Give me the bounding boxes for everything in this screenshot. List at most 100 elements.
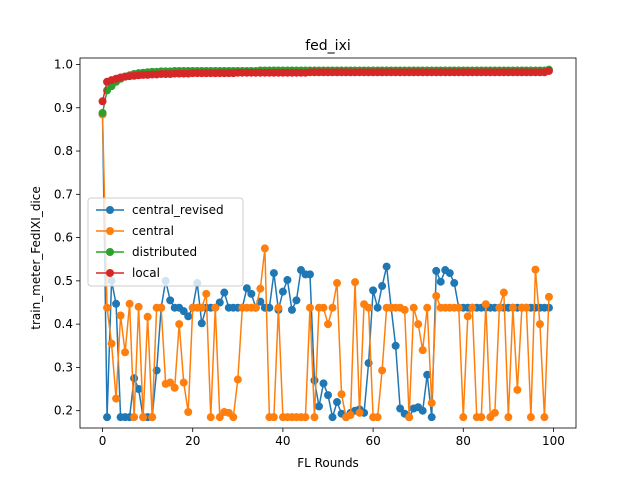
data-point-central xyxy=(481,300,490,309)
x-tick-label: 0 xyxy=(99,434,107,448)
data-point-central xyxy=(175,320,184,329)
legend-marker xyxy=(106,269,114,277)
data-point-central_revised xyxy=(166,296,175,305)
data-point-central_revised xyxy=(450,279,459,288)
data-point-central xyxy=(319,303,328,312)
data-point-central_revised xyxy=(265,303,274,312)
data-point-central xyxy=(526,413,535,422)
x-tick-label: 20 xyxy=(185,434,200,448)
data-point-central xyxy=(468,303,477,312)
data-point-central xyxy=(184,407,193,416)
data-point-central xyxy=(130,413,139,422)
data-point-central_revised xyxy=(215,298,224,307)
data-point-central_revised xyxy=(328,413,337,422)
data-point-central xyxy=(215,413,224,422)
data-point-local xyxy=(544,66,553,75)
data-point-central xyxy=(513,385,522,394)
data-point-central_revised xyxy=(112,299,121,308)
y-tick-label: 0.8 xyxy=(54,144,73,158)
data-point-central xyxy=(346,411,355,420)
chart-title: fed_ixi xyxy=(305,38,351,54)
x-axis: 0 20 40 60 80 100 xyxy=(99,428,565,448)
data-point-central_revised xyxy=(314,402,323,411)
data-point-central_revised xyxy=(305,270,314,279)
y-tick-label: 0.2 xyxy=(54,404,73,418)
x-tick-label: 60 xyxy=(365,434,380,448)
data-point-central xyxy=(499,288,508,297)
data-point-central xyxy=(400,305,409,314)
legend-marker xyxy=(106,248,114,256)
legend-item: local xyxy=(96,266,160,280)
y-tick-label: 1.0 xyxy=(54,57,73,71)
y-axis-label: train_meter_FedIXI_dice xyxy=(29,186,43,330)
data-point-central xyxy=(310,413,319,422)
data-point-central_revised xyxy=(373,303,382,312)
data-point-central_revised xyxy=(220,288,229,297)
data-point-central xyxy=(364,303,373,312)
data-point-central xyxy=(522,303,531,312)
y-tick-label: 0.9 xyxy=(54,101,73,115)
data-point-central_revised xyxy=(378,282,387,291)
data-point-central xyxy=(373,413,382,422)
series-local xyxy=(98,66,553,106)
data-point-central xyxy=(256,284,265,293)
data-point-central_revised xyxy=(432,266,441,275)
data-point-central_revised xyxy=(130,374,139,383)
data-point-central xyxy=(427,398,436,407)
data-point-central_revised xyxy=(184,312,193,321)
data-point-central_revised xyxy=(287,305,296,314)
legend-item: central_revised xyxy=(96,203,224,217)
data-point-central xyxy=(414,320,423,329)
y-tick-label: 0.7 xyxy=(54,187,73,201)
data-point-central xyxy=(531,265,540,274)
data-point-central_revised xyxy=(382,262,391,271)
legend-marker xyxy=(106,227,114,235)
data-point-central_revised xyxy=(242,284,251,293)
series-line-central xyxy=(101,114,550,420)
data-point-central xyxy=(328,303,337,312)
legend-item: distributed xyxy=(96,245,197,259)
data-point-central xyxy=(423,303,432,312)
data-point-central_revised xyxy=(319,379,328,388)
data-point-central xyxy=(116,311,125,320)
x-tick-label: 40 xyxy=(275,434,290,448)
data-point-central xyxy=(211,303,220,312)
data-point-central xyxy=(459,413,468,422)
data-point-central_revised xyxy=(247,289,256,298)
data-point-central_revised xyxy=(445,269,454,278)
data-point-central_revised xyxy=(310,376,319,385)
data-point-central_revised xyxy=(179,307,188,316)
data-point-central xyxy=(432,292,441,301)
data-point-central xyxy=(134,302,143,311)
y-axis: 0.2 0.3 0.4 0.5 0.6 0.7 0.8 0.9 1.0 xyxy=(54,57,80,418)
y-tick-label: 0.6 xyxy=(54,231,73,245)
data-point-central xyxy=(139,413,148,422)
data-point-central xyxy=(157,303,166,312)
data-point-central_revised xyxy=(369,286,378,295)
legend-label: local xyxy=(132,266,160,280)
data-point-central_revised xyxy=(396,404,405,413)
data-point-central xyxy=(477,413,486,422)
data-point-distributed xyxy=(98,108,107,117)
data-point-central xyxy=(197,303,206,312)
data-point-central xyxy=(504,413,513,422)
data-point-central_revised xyxy=(391,341,400,350)
data-point-central xyxy=(409,303,418,312)
data-point-central xyxy=(166,378,175,387)
data-point-central_revised xyxy=(418,406,427,415)
data-point-central xyxy=(508,303,517,312)
data-point-central xyxy=(206,413,215,422)
data-point-central xyxy=(179,378,188,387)
legend-label: central xyxy=(132,224,174,238)
data-point-central xyxy=(229,413,238,422)
legend-label: central_revised xyxy=(132,203,224,217)
data-point-central xyxy=(454,303,463,312)
data-point-central xyxy=(269,413,278,422)
data-point-central xyxy=(351,278,360,287)
data-point-central xyxy=(490,408,499,417)
data-point-central_revised xyxy=(269,269,278,278)
data-point-central_revised xyxy=(103,413,112,422)
data-point-central xyxy=(233,375,242,384)
